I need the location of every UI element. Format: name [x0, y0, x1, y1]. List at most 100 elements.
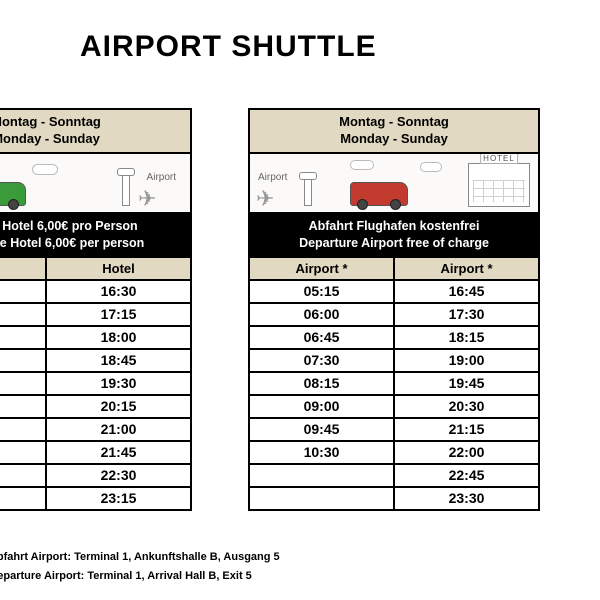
airplane-icon: ✈ [256, 191, 300, 207]
airport-label: Airport [258, 172, 287, 183]
table-row: 23:15 [0, 488, 190, 509]
table-row: 06:0017:30 [250, 304, 538, 327]
days-de: Montag - Sonntag [250, 114, 538, 131]
time-cell: 05:00 [0, 281, 47, 302]
column-headers: Hotel Hotel [0, 258, 190, 281]
time-cell: 19:30 [47, 373, 190, 394]
col-header-1: Hotel [0, 258, 47, 279]
days-en: Monday - Sunday [0, 131, 190, 148]
time-cell: 19:00 [395, 350, 538, 371]
time-cell: 09:00 [250, 396, 395, 417]
time-cell: 17:30 [395, 304, 538, 325]
table-row: 23:30 [250, 488, 538, 509]
table-row: 22:45 [250, 465, 538, 488]
control-tower-icon [122, 172, 130, 206]
table-row: 10:3022:00 [250, 442, 538, 465]
table-row: 05:4517:15 [0, 304, 190, 327]
time-cell: 07:30 [250, 350, 395, 371]
table-row: 07:1518:45 [0, 350, 190, 373]
schedule-tables: Montag - Sonntag Monday - Sunday Airport… [0, 108, 600, 511]
time-cell: 21:45 [47, 442, 190, 463]
days-header: Montag - Sonntag Monday - Sunday [250, 110, 538, 154]
time-cell: 16:45 [395, 281, 538, 302]
col-header-2: Airport * [395, 258, 538, 279]
time-cell: 21:15 [395, 419, 538, 440]
time-cell: 08:15 [250, 373, 395, 394]
col-header-2: Hotel [47, 258, 190, 279]
departure-banner: Abfahrt Hotel 6,00€ pro Person Departure… [0, 214, 190, 258]
time-cell: 18:45 [47, 350, 190, 371]
airport-label: Airport [147, 172, 176, 183]
cloud-icon [420, 162, 442, 172]
days-header: Montag - Sonntag Monday - Sunday [0, 110, 190, 154]
time-cell: 09:45 [250, 419, 395, 440]
departure-en: Departure Hotel 6,00€ per person [0, 235, 188, 252]
departure-de: Abfahrt Flughafen kostenfrei [252, 218, 536, 235]
time-cell: 10:15 [0, 442, 47, 463]
time-cell: 08:00 [0, 373, 47, 394]
illustration-left: Airport ✈ ✈ [0, 154, 190, 214]
time-cell: 19:45 [395, 373, 538, 394]
table-row: 10:1521:45 [0, 442, 190, 465]
column-headers: Airport * Airport * [250, 258, 538, 281]
time-cell [0, 465, 47, 486]
time-cell: 06:30 [0, 327, 47, 348]
control-tower-cap-icon [299, 172, 317, 180]
table-row: 06:3018:00 [0, 327, 190, 350]
hotel-sign: HOTEL [480, 154, 518, 164]
time-cell [250, 488, 395, 509]
table-row: 09:0020:30 [250, 396, 538, 419]
time-cell: 23:15 [47, 488, 190, 509]
time-cell: 22:30 [47, 465, 190, 486]
control-tower-cap-icon [117, 168, 135, 176]
shuttle-van-icon [350, 182, 408, 206]
illustration-right: Airport ✈ HOTEL [250, 154, 538, 214]
time-cell [250, 465, 395, 486]
footnote-de: * Abfahrt Airport: Terminal 1, Ankunftsh… [0, 548, 280, 567]
departure-de: Abfahrt Hotel 6,00€ pro Person [0, 218, 188, 235]
table-row: 08:4520:15 [0, 396, 190, 419]
footnotes: * Abfahrt Airport: Terminal 1, Ankunftsh… [0, 548, 280, 585]
table-row: 08:1519:45 [250, 373, 538, 396]
table-row: 08:0019:30 [0, 373, 190, 396]
days-en: Monday - Sunday [250, 131, 538, 148]
table-row: 07:3019:00 [250, 350, 538, 373]
airplane-icon: ✈ [138, 191, 182, 207]
time-cell [0, 488, 47, 509]
hotel-building-icon: HOTEL [468, 163, 530, 207]
time-cell: 17:15 [47, 304, 190, 325]
shuttle-van-icon [0, 182, 26, 206]
schedule-hotel-departure: Montag - Sonntag Monday - Sunday Airport… [0, 108, 192, 511]
departure-banner: Abfahrt Flughafen kostenfrei Departure A… [250, 214, 538, 258]
days-de: Montag - Sonntag [0, 114, 190, 131]
table-row: 05:1516:45 [250, 281, 538, 304]
page-title: AIRPORT SHUTTLE [80, 30, 377, 64]
time-rows-left: 05:0016:3005:4517:1506:3018:0007:1518:45… [0, 281, 190, 509]
table-row: 05:0016:30 [0, 281, 190, 304]
time-cell: 06:45 [250, 327, 395, 348]
time-cell: 16:30 [47, 281, 190, 302]
time-cell: 20:30 [395, 396, 538, 417]
control-tower-icon [304, 176, 312, 206]
time-cell: 05:45 [0, 304, 47, 325]
time-cell: 08:45 [0, 396, 47, 417]
cloud-icon [32, 164, 58, 175]
time-cell: 09:30 [0, 419, 47, 440]
footnote-en: * Departure Airport: Terminal 1, Arrival… [0, 567, 280, 586]
time-cell: 05:15 [250, 281, 395, 302]
time-cell: 06:00 [250, 304, 395, 325]
time-cell: 22:00 [395, 442, 538, 463]
schedule-airport-departure: Montag - Sonntag Monday - Sunday Airport… [248, 108, 540, 511]
departure-en: Departure Airport free of charge [252, 235, 536, 252]
table-row: 09:3021:00 [0, 419, 190, 442]
time-cell: 21:00 [47, 419, 190, 440]
cloud-icon [350, 160, 374, 170]
time-cell: 18:00 [47, 327, 190, 348]
time-cell: 23:30 [395, 488, 538, 509]
time-cell: 18:15 [395, 327, 538, 348]
time-cell: 22:45 [395, 465, 538, 486]
time-cell: 07:15 [0, 350, 47, 371]
time-cell: 20:15 [47, 396, 190, 417]
table-row: 06:4518:15 [250, 327, 538, 350]
time-cell: 10:30 [250, 442, 395, 463]
